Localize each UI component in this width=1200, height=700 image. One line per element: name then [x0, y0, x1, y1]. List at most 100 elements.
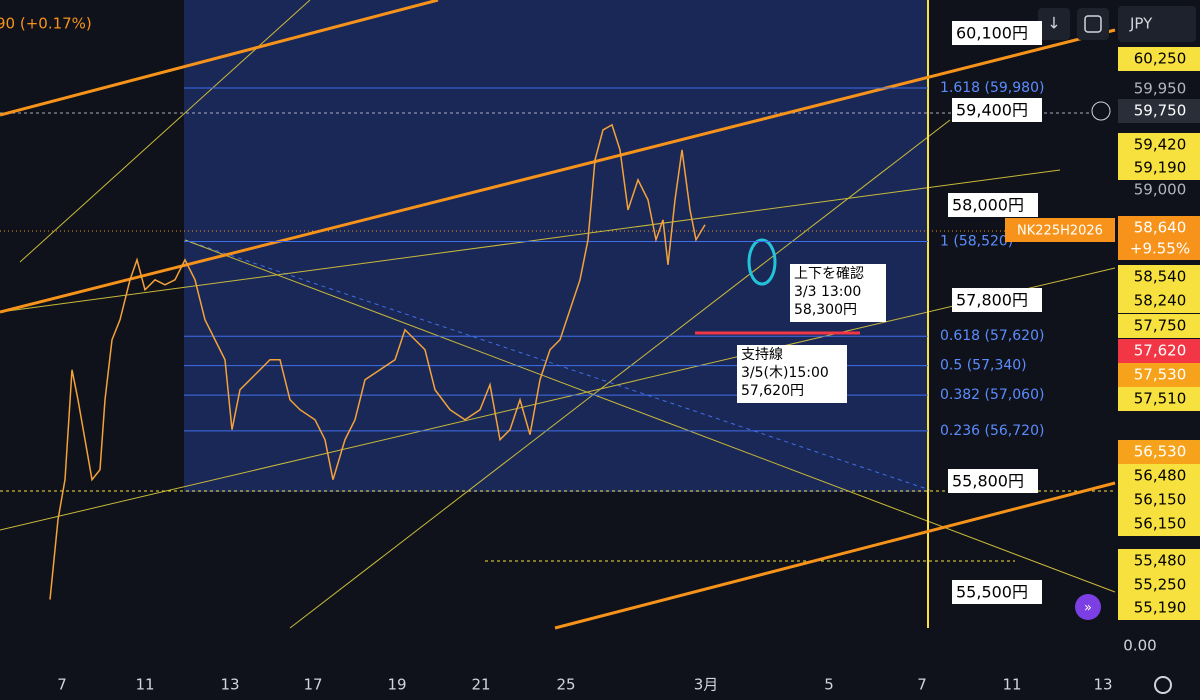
axis-label-box: [1118, 387, 1200, 411]
trend-line: [184, 239, 1116, 593]
axis-label: 58,540: [1134, 268, 1187, 286]
axis-label: 58,240: [1134, 292, 1187, 310]
axis-label: 56,530: [1134, 443, 1187, 461]
axis-label-box: [1118, 289, 1200, 313]
axis-label-box: [1118, 314, 1200, 338]
settings-button[interactable]: [1154, 676, 1172, 694]
axis-label: 59,750: [1134, 102, 1187, 120]
trend-line: [289, 119, 951, 629]
axis-label: 56,480: [1134, 467, 1187, 485]
trend-line: [0, 267, 1116, 531]
x-tick-label: 13: [1093, 676, 1112, 694]
x-tick-label: 19: [387, 676, 406, 694]
crosshair-button[interactable]: [1091, 101, 1111, 121]
fib-label: 0.618 (57,620): [940, 328, 1044, 344]
price-note: 55,500円: [952, 580, 1042, 604]
note-box: [952, 21, 1042, 45]
note-text: 55,800円: [952, 472, 1024, 491]
axis-label: 55,480: [1134, 552, 1187, 570]
note-box: [952, 98, 1042, 122]
axis-label-box: [1118, 363, 1200, 387]
x-tick-label: 3月: [694, 676, 719, 694]
symbol-box: [1005, 218, 1115, 242]
currency-dropdown[interactable]: [1118, 6, 1196, 42]
axis-label-box: [1118, 133, 1200, 157]
callout-box: [790, 264, 886, 322]
price-note: 59,400円: [952, 98, 1042, 122]
fib-zone: [184, 0, 928, 492]
axis-label: 59,950: [1134, 80, 1187, 98]
trend-line: [0, 169, 1061, 313]
x-tick-label: 11: [1002, 676, 1021, 694]
axis-label-box: [1118, 265, 1200, 289]
callout-text: 3/3 13:00: [794, 284, 861, 300]
note-text: 58,000円: [952, 196, 1024, 215]
axis-label: 59,190: [1134, 159, 1187, 177]
axis-label: 57,750: [1134, 317, 1187, 335]
note-box: [948, 469, 1038, 493]
channel-line: [554, 481, 1116, 630]
note-text: 57,800円: [956, 291, 1028, 310]
trend-line: [19, 0, 311, 263]
x-tick-label: 21: [471, 676, 490, 694]
axis-label: 55,250: [1134, 576, 1187, 594]
axis-label-box: [1118, 339, 1200, 363]
x-tick-label: 25: [556, 676, 575, 694]
volume-axis-label: 0.00: [1123, 637, 1156, 655]
button-icon: ↓: [1047, 14, 1060, 33]
note-box: [948, 193, 1038, 217]
fib-label: 0.382 (57,060): [940, 387, 1044, 403]
axis-label: 57,620: [1134, 342, 1187, 360]
axis-label: 56,150: [1134, 491, 1187, 509]
jump-button[interactable]: [1075, 594, 1101, 620]
axis-label: 56,150: [1134, 515, 1187, 533]
fib-label: 0.5 (57,340): [940, 358, 1027, 374]
change-text: 90 (+0.17%): [0, 15, 92, 33]
x-tick-label: 13: [220, 676, 239, 694]
axis-label: 57,510: [1134, 390, 1187, 408]
axis-label-box: [1118, 488, 1200, 512]
axis-label: 55,190: [1134, 599, 1187, 617]
drawings: [0, 0, 1116, 630]
button-icon: [1084, 15, 1102, 33]
change-text: +9.55%: [1130, 240, 1190, 258]
axis-label-box: [1118, 156, 1200, 180]
axis-label-box: [1118, 596, 1200, 620]
trend-line: [184, 239, 931, 491]
fib-label: 0.236 (56,720): [940, 423, 1044, 439]
callout-text: 上下を確認: [794, 266, 864, 282]
x-tick-label: 5: [824, 676, 834, 694]
x-tick-label: 11: [135, 676, 154, 694]
price-note: 57,800円: [952, 288, 1042, 312]
channel-line: [0, 0, 439, 117]
price-note: 55,800円: [948, 469, 1038, 493]
fib-label: 1.618 (59,980): [940, 80, 1044, 96]
button[interactable]: [1077, 8, 1109, 40]
circle-mark: [747, 238, 777, 286]
price-note: 58,000円: [948, 193, 1038, 217]
note-text: 59,400円: [956, 101, 1028, 120]
x-tick-label: 7: [917, 676, 927, 694]
callout-text: 58,300円: [794, 302, 857, 318]
callout-text: 支持線: [741, 347, 783, 363]
axis-label-box: [1118, 47, 1200, 71]
callout-text: 57,620円: [741, 383, 804, 399]
axis-label: 57,530: [1134, 366, 1187, 384]
x-tick-label: 17: [303, 676, 322, 694]
note-text: 60,100円: [956, 24, 1028, 43]
jump-icon: »: [1084, 601, 1092, 616]
note-box: [952, 288, 1042, 312]
channel-line: [0, 28, 1116, 314]
price-note: 60,100円: [952, 21, 1042, 45]
axis-label-box: [1118, 549, 1200, 573]
axis-label-box: [1118, 512, 1200, 536]
axis-label-box: [1118, 573, 1200, 597]
price-text: 58,640: [1134, 219, 1187, 237]
axis-label: 59,000: [1134, 181, 1187, 199]
note-text: 55,500円: [956, 583, 1028, 602]
callout-box: [737, 345, 847, 403]
axis-label-box: [1118, 99, 1200, 123]
axis-label: 60,250: [1134, 50, 1187, 68]
button[interactable]: [1038, 8, 1070, 40]
